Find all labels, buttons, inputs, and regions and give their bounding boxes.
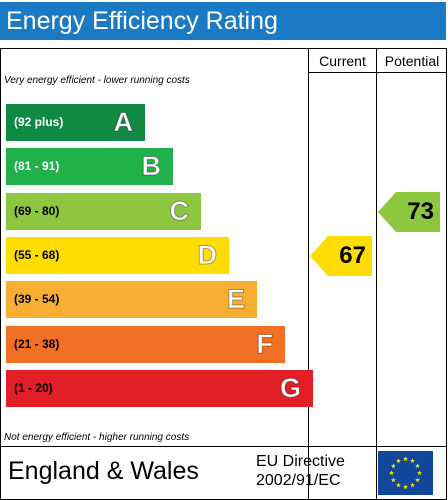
directive-line-1: EU Directive: [256, 453, 345, 470]
eu-star: [396, 482, 401, 488]
band-letter-label: B: [141, 151, 161, 182]
potential-rating-arrow: 73: [378, 192, 440, 232]
band-range-label: (1 - 20): [14, 381, 53, 395]
band-letter-label: A: [113, 107, 133, 138]
page-title: Energy Efficiency Rating: [0, 2, 446, 40]
band-range-label: (55 - 68): [14, 248, 60, 262]
eu-star: [390, 477, 396, 483]
band-letter-label: D: [197, 240, 217, 271]
eu-star: [410, 458, 415, 463]
header-divider: [308, 72, 447, 73]
eu-star: [389, 470, 394, 476]
footer-divider: [0, 446, 447, 447]
band-g: (1 - 20) G: [6, 370, 313, 407]
footer-country: England & Wales: [8, 457, 199, 485]
current-rating-arrow: 67: [310, 236, 372, 276]
eu-star: [396, 458, 401, 463]
band-a: (92 plus) A: [6, 104, 145, 141]
note-efficient: Very energy efficient - lower running co…: [4, 75, 190, 86]
band-b: (81 - 91) B: [6, 148, 173, 185]
band-letter-label: C: [169, 196, 189, 227]
potential-rating-value: 73: [407, 198, 434, 225]
eu-star: [417, 470, 422, 476]
eu-star: [415, 463, 421, 469]
divider-potential: [376, 48, 377, 500]
note-inefficient: Not energy efficient - higher running co…: [4, 432, 190, 443]
eu-star: [403, 484, 408, 490]
eu-star: [390, 463, 396, 469]
eu-flag-icon: [378, 451, 433, 495]
band-range-label: (81 - 91): [14, 159, 60, 173]
current-rating-value: 67: [339, 242, 366, 269]
band-f: (21 - 38) F: [6, 326, 285, 363]
eu-stars: [389, 456, 422, 490]
divider-current: [308, 48, 309, 500]
band-letter-label: E: [226, 284, 245, 315]
band-d: (55 - 68) D: [6, 237, 229, 274]
band-range-label: (39 - 54): [14, 292, 60, 306]
directive-line-2: 2002/91/EC: [256, 472, 341, 489]
column-header-potential: Potential: [384, 53, 440, 69]
column-header-current: Current: [319, 53, 366, 69]
eu-star: [415, 477, 421, 483]
eu-star: [410, 482, 415, 488]
band-range-label: (69 - 80): [14, 204, 60, 218]
eu-star: [403, 456, 408, 462]
potential-arrow-shape: [378, 192, 440, 232]
band-e: (39 - 54) E: [6, 281, 257, 318]
band-letter-label: G: [279, 373, 301, 404]
footer-directive: EU Directive 2002/91/EC: [256, 452, 345, 490]
band-c: (69 - 80) C: [6, 193, 201, 230]
band-letter-label: F: [256, 329, 273, 360]
band-range-label: (21 - 38): [14, 337, 60, 351]
band-range-label: (92 plus): [14, 115, 64, 129]
current-arrow-shape: [310, 236, 372, 276]
